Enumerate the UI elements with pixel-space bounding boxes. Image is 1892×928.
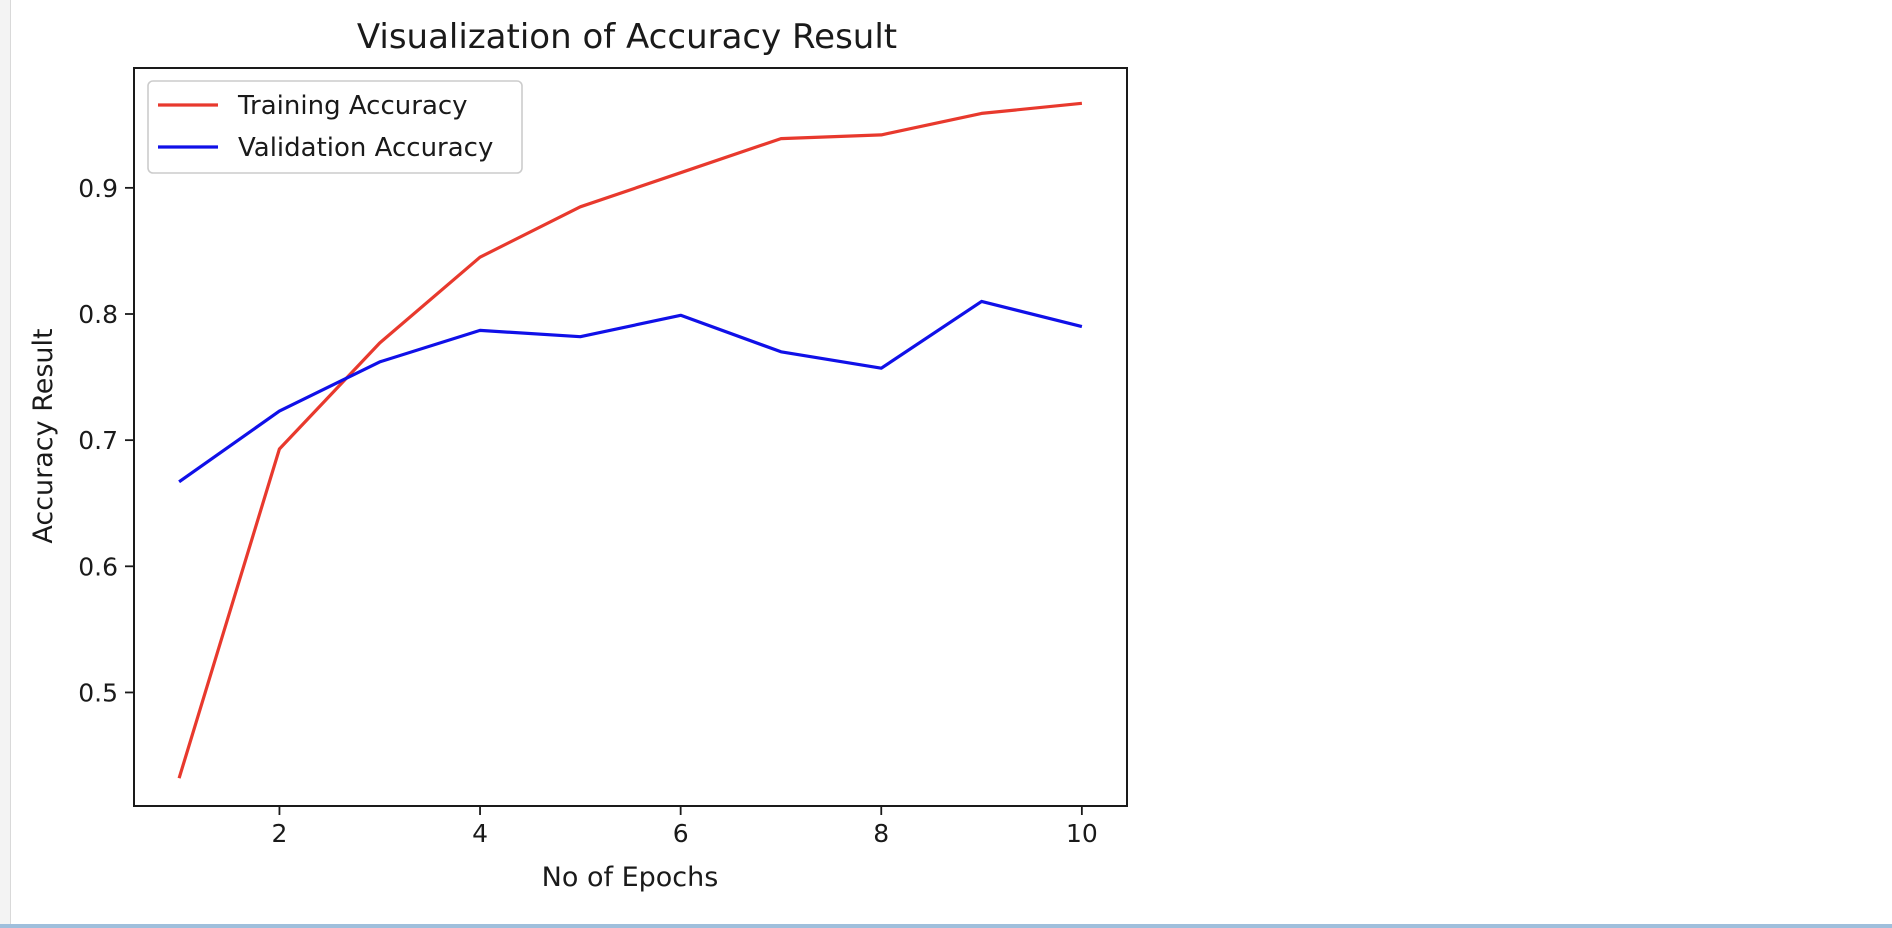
x-tick-label: 10 bbox=[1066, 819, 1098, 848]
legend-label-2: Validation Accuracy bbox=[238, 133, 493, 163]
legend-box bbox=[147, 80, 523, 174]
x-tick-label: 6 bbox=[673, 819, 689, 848]
x-tick-label: 4 bbox=[472, 819, 488, 848]
window-bottom-border bbox=[0, 924, 1892, 928]
x-tick-label: 8 bbox=[873, 819, 889, 848]
series-line-1 bbox=[177, 101, 1083, 779]
x-axis-label: No of Epochs bbox=[542, 862, 719, 893]
plot-area: 2 4 6 8 10 0.5 0.6 0.7 0.8 0.9 bbox=[78, 67, 1128, 848]
y-tick-label: 0.7 bbox=[78, 426, 118, 455]
y-tick-label: 0.6 bbox=[78, 552, 118, 581]
y-tick-label: 0.5 bbox=[78, 678, 118, 707]
legend-label-1: Training Accuracy bbox=[237, 91, 468, 121]
y-tick-label: 0.8 bbox=[78, 300, 118, 329]
y-axis-label: Accuracy Result bbox=[28, 328, 59, 543]
chart-title: Visualization of Accuracy Result bbox=[357, 17, 897, 57]
y-tick-label: 0.9 bbox=[78, 174, 118, 203]
legend: Training Accuracy Validation Accuracy bbox=[147, 80, 523, 174]
x-tick-label: 2 bbox=[271, 819, 287, 848]
series-line-2 bbox=[178, 299, 1083, 484]
axes-frame bbox=[133, 67, 1128, 807]
window-left-edge bbox=[0, 0, 11, 924]
